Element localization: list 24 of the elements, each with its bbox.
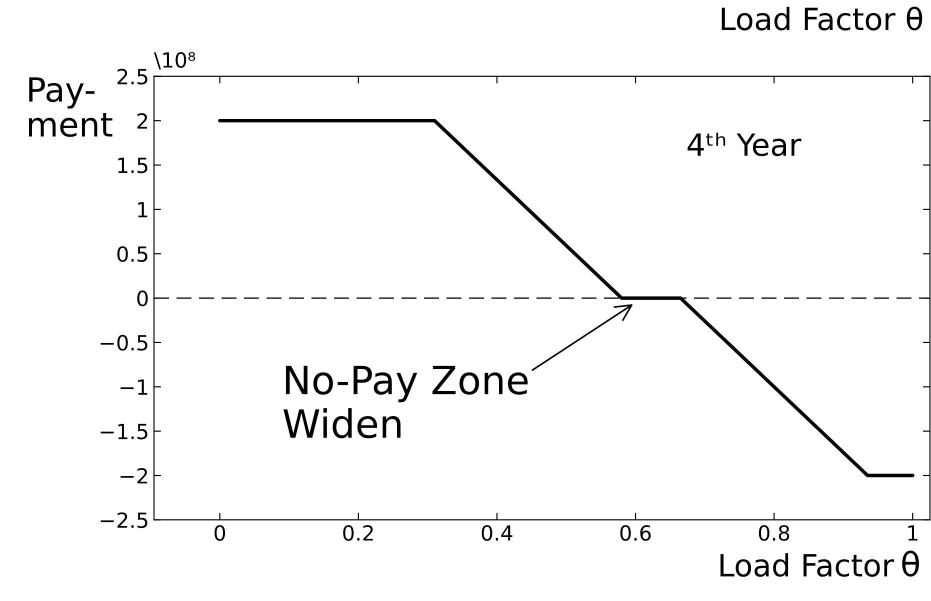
y-tick-label: −1 [120,380,148,395]
y-tick-label: −2.5 [100,512,148,528]
annotation: No-Pay Zone Widen [283,366,528,438]
y-tick-label: 1 [138,202,148,218]
y-tick-label: 2.5 [118,68,148,85]
y-tick-label: −0.5 [100,334,148,351]
x-tick-label: 0.6 [620,525,651,541]
y-tick-label: 1.5 [118,158,148,174]
x-tick-label: 0.8 [758,525,790,541]
text: \10⁸ [154,52,196,70]
x-tick-label: 0.2 [343,525,373,541]
x-tick-label: 1 [908,525,918,541]
x-tick-label: 0.4 [482,525,512,541]
annotation: 4ᵗʰ Year [688,132,802,156]
y-tick-label: 0 [137,290,148,306]
y-tick-label: −2 [120,468,148,484]
y-tick-label: 2 [137,113,148,129]
y-axis-title: Pay- ment [28,77,112,137]
y-tick-label: 0.5 [117,246,148,262]
x-tick-label: 0 [214,525,226,541]
text: θ [902,550,919,577]
text: Load Factor θ [722,6,922,30]
y-tick-label: −1.5 [100,424,148,440]
x-axis-title: Load Factor [720,553,894,577]
